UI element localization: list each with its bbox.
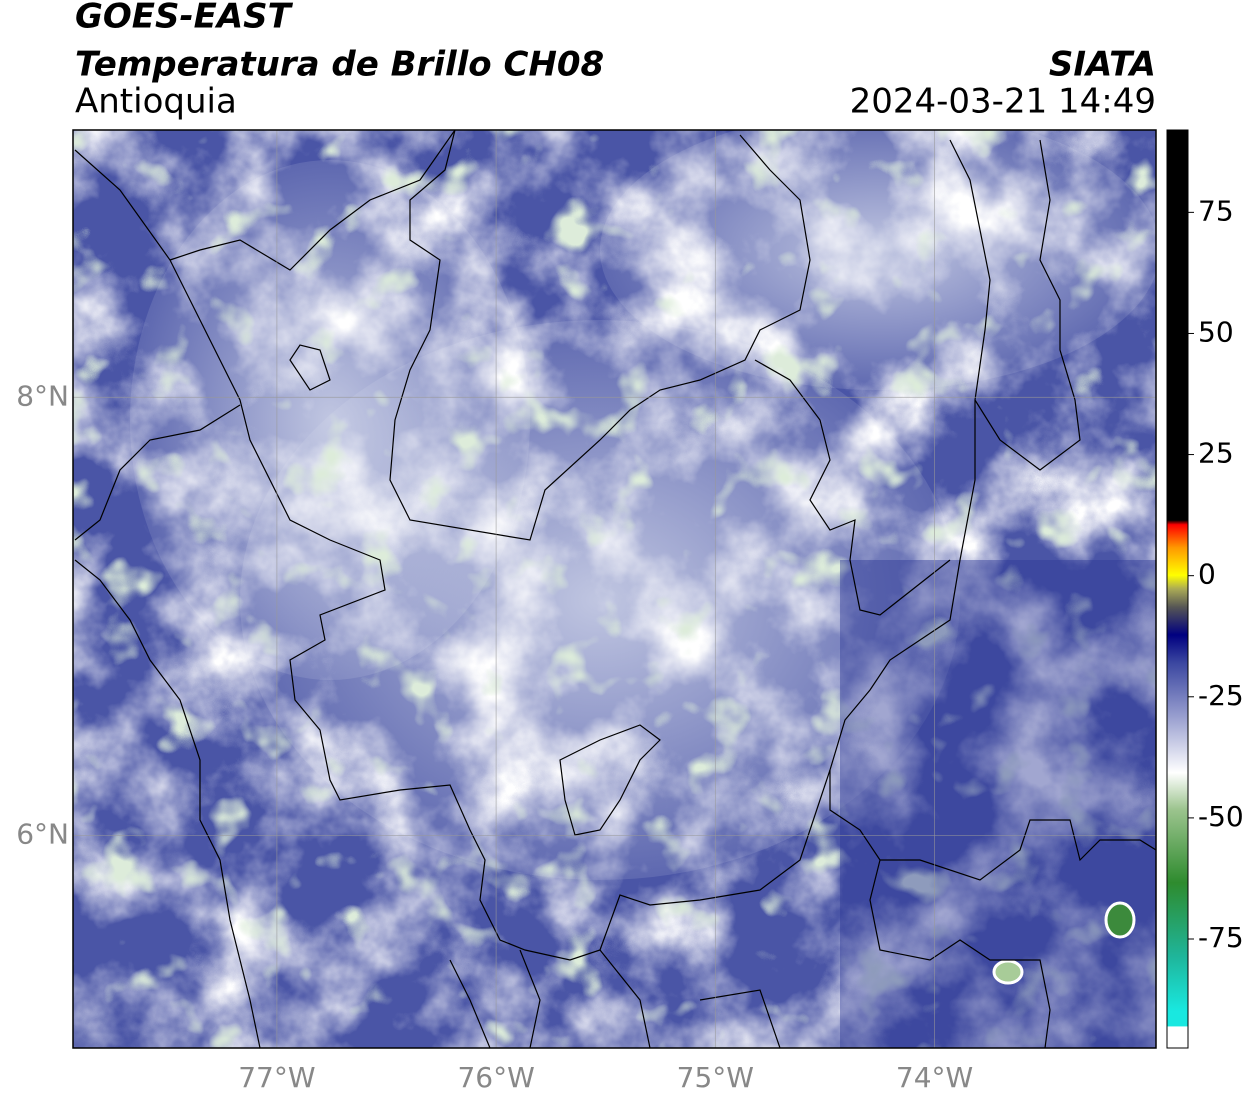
region: Antioquia xyxy=(75,82,237,122)
y-tick-label: 6°N xyxy=(16,817,69,850)
colorbar-tick-label: -50 xyxy=(1198,800,1244,833)
map-image xyxy=(73,130,1156,1048)
colorbar-tick-label: 50 xyxy=(1198,315,1234,348)
subtitle: Temperatura de Brillo CH08 xyxy=(75,45,604,85)
datetime: 2024-03-21 14:49 xyxy=(850,82,1156,122)
x-tick-label: 75°W xyxy=(677,1061,754,1094)
x-tick-label: 77°W xyxy=(238,1061,315,1094)
colorbar-tick-label: -25 xyxy=(1198,679,1244,712)
x-tick-label: 74°W xyxy=(896,1061,973,1094)
colorbar-tick-label: -75 xyxy=(1198,921,1244,954)
map-frame xyxy=(72,129,1157,1049)
source: SIATA xyxy=(1049,45,1156,85)
colorbar xyxy=(1166,129,1189,1049)
title: GOES-EAST xyxy=(75,0,294,37)
x-tick-label: 76°W xyxy=(457,1061,534,1094)
colorbar-tick-label: 0 xyxy=(1198,558,1216,591)
y-tick-label: 8°N xyxy=(16,379,69,412)
colorbar-tick-label: 25 xyxy=(1198,437,1234,470)
colorbar-tick-label: 75 xyxy=(1198,194,1234,227)
